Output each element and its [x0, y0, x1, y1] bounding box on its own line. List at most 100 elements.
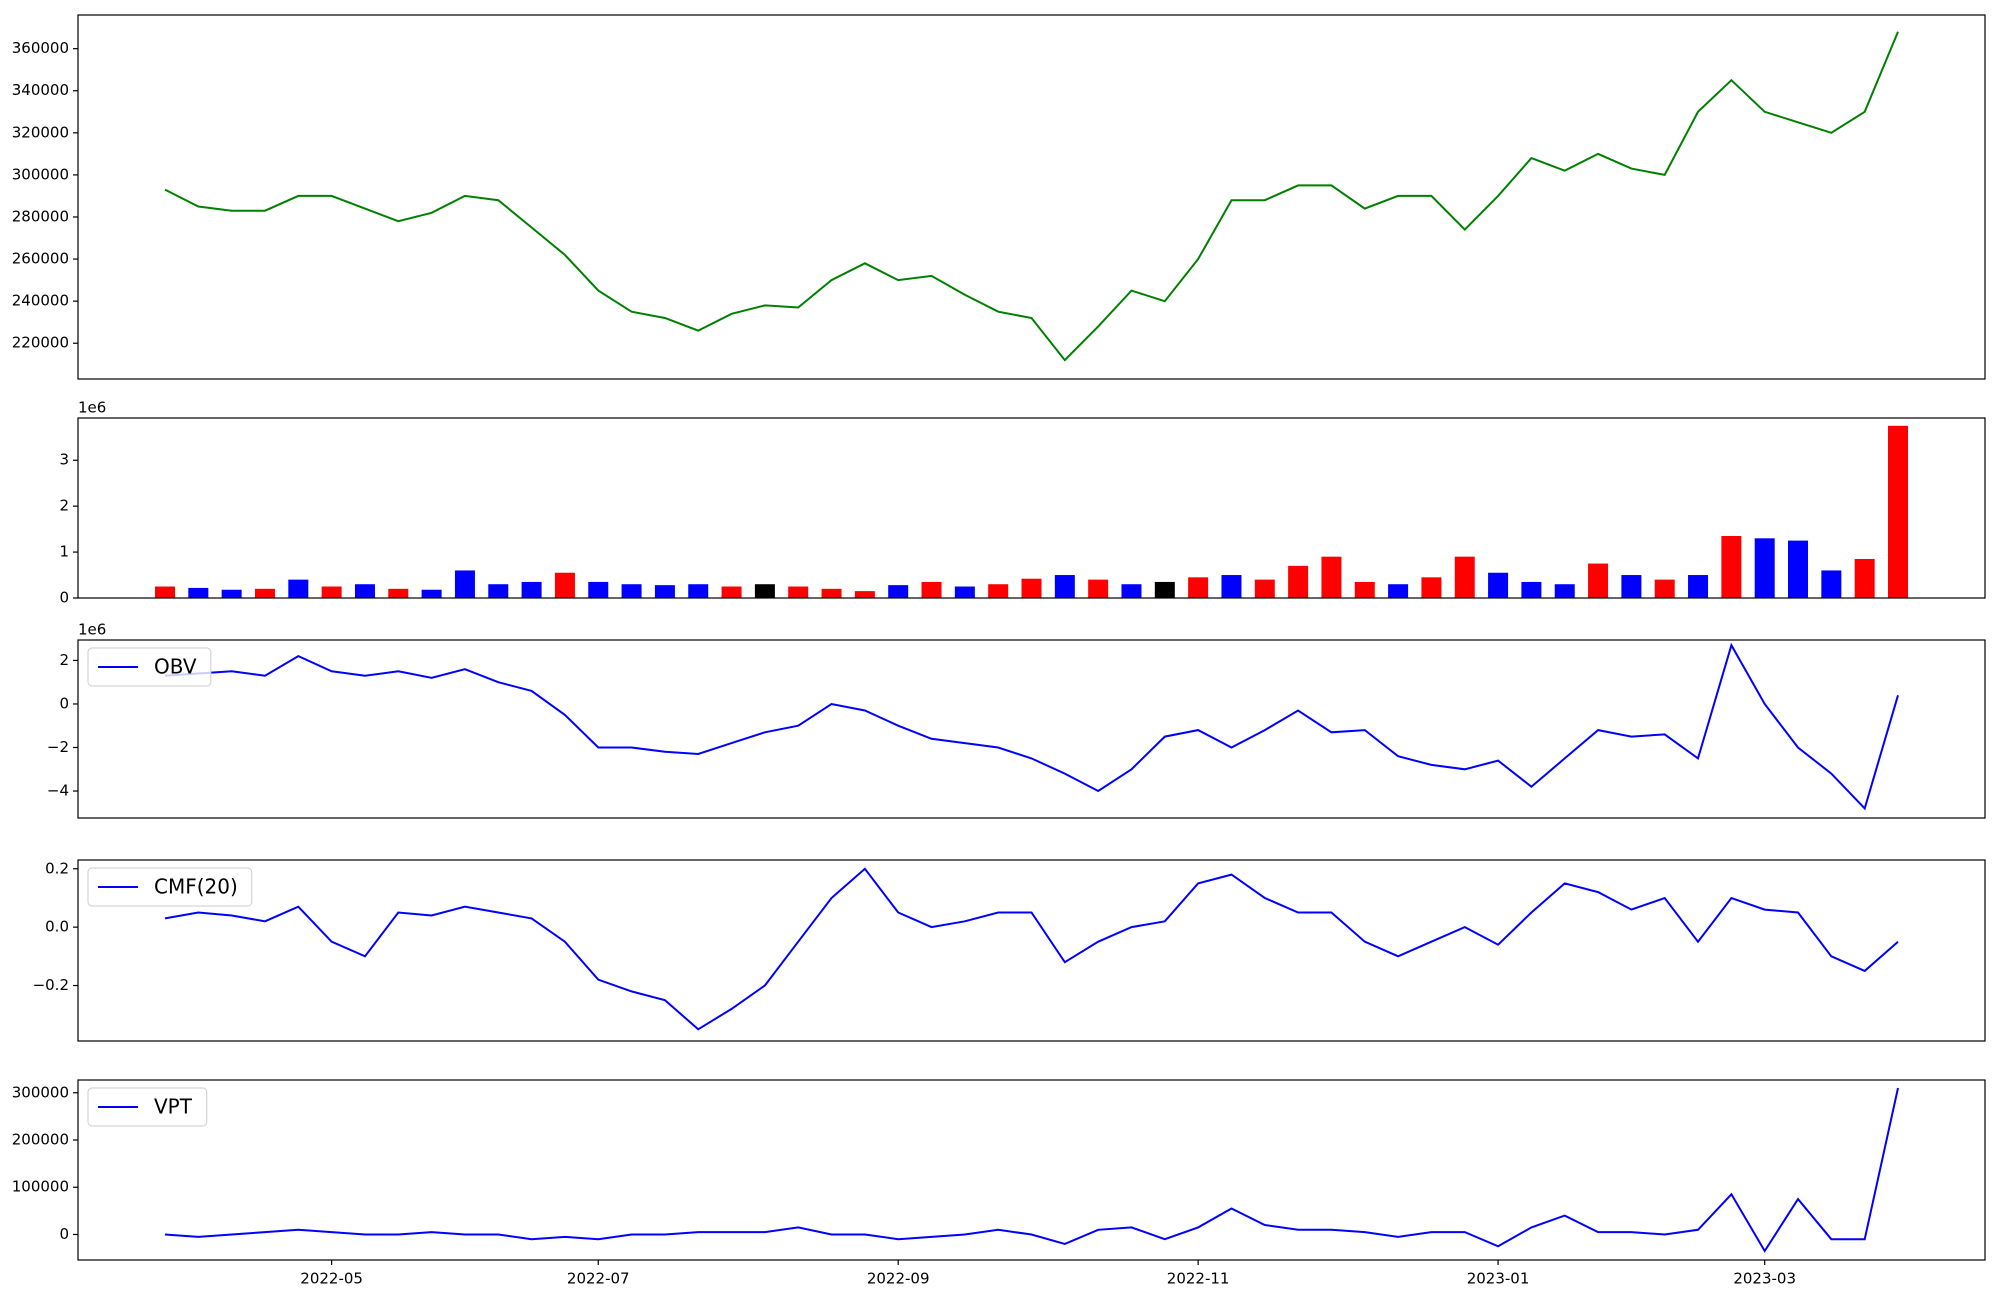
y-tick-label: 260000: [12, 250, 69, 268]
bar: [254, 588, 275, 598]
y-tick-label: 0: [59, 694, 69, 712]
axes-frame: [77, 417, 1986, 599]
bar: [1321, 556, 1342, 598]
x-tick-label: 2023-03: [1733, 1270, 1796, 1288]
y-tick-label: 240000: [12, 292, 69, 310]
bar: [1088, 579, 1109, 598]
axes-frame: [77, 1079, 1986, 1261]
bar: [1221, 575, 1242, 598]
bar: [1621, 575, 1642, 598]
bar: [1688, 575, 1709, 598]
bar: [388, 588, 409, 598]
y-tick-label: 300000: [12, 165, 69, 183]
bar: [421, 589, 442, 598]
x-tick-label: 2023-01: [1467, 1270, 1530, 1288]
bar: [1821, 570, 1842, 598]
bar: [1188, 577, 1209, 598]
y-tick-label: 320000: [12, 123, 69, 141]
y-tick-label: 0.2: [45, 859, 69, 877]
bar: [1354, 581, 1375, 598]
bar: [221, 589, 242, 598]
bar: [1288, 565, 1309, 598]
line: [164, 1087, 1899, 1253]
y-tick-label: −2: [47, 738, 69, 756]
bar: [1488, 572, 1509, 598]
bar: [588, 581, 609, 598]
bar: [1154, 581, 1175, 598]
y-tick-label: 2: [59, 651, 69, 669]
bar: [521, 581, 542, 598]
bar: [654, 585, 675, 598]
bar: [1421, 577, 1442, 598]
y-tick-label: 100000: [12, 1178, 69, 1196]
y-tick-label: 3: [59, 451, 69, 469]
bar: [1121, 584, 1142, 598]
x-tick-label: 2022-07: [567, 1270, 630, 1288]
bar: [788, 586, 809, 598]
bar: [1254, 579, 1275, 598]
bar: [1388, 584, 1409, 598]
bar: [1521, 581, 1542, 598]
bar: [688, 584, 709, 598]
bar: [1588, 563, 1609, 598]
legend-label: VPT: [154, 1095, 193, 1119]
y-tick-label: 0: [59, 589, 69, 607]
bar: [1654, 579, 1675, 598]
y-tick-label: 360000: [12, 39, 69, 57]
legend-box: [87, 867, 253, 907]
bar: [921, 581, 942, 598]
bar: [155, 586, 175, 598]
y-tick-label: −0.2: [33, 976, 69, 994]
bar: [321, 586, 342, 598]
bar: [1554, 584, 1575, 598]
bar: [1888, 425, 1908, 598]
bar: [188, 587, 209, 598]
y-tick-label: 300000: [12, 1083, 69, 1101]
bar: [854, 591, 875, 598]
bar: [354, 584, 375, 598]
y-tick-label: 0: [59, 1225, 69, 1243]
bar: [888, 585, 909, 598]
y-tick-label: 2: [59, 497, 69, 515]
bar: [488, 584, 509, 598]
legend-label: OBV: [154, 655, 197, 679]
bar: [1754, 538, 1775, 598]
y-tick-label: −4: [47, 782, 69, 800]
y-tick-label: 340000: [12, 81, 69, 99]
axis-offset-label: 1e6: [78, 399, 106, 417]
y-tick-label: 0.0: [45, 918, 69, 936]
line: [164, 31, 1899, 362]
axis-offset-label: 1e6: [78, 621, 106, 639]
legend-label: CMF(20): [154, 875, 238, 899]
axes-frame: [77, 14, 1986, 380]
line: [164, 642, 1899, 811]
y-tick-label: 1: [59, 543, 69, 561]
bar: [1054, 575, 1075, 598]
x-tick-label: 2022-11: [1167, 1270, 1230, 1288]
y-tick-label: 220000: [12, 334, 69, 352]
legend-box: [87, 1087, 208, 1127]
bar: [721, 586, 742, 598]
y-tick-label: 200000: [12, 1131, 69, 1149]
x-tick-label: 2022-05: [300, 1270, 363, 1288]
bar: [621, 584, 642, 598]
bar: [1454, 556, 1475, 598]
bar: [1021, 578, 1042, 598]
bar: [1721, 536, 1742, 598]
bar: [754, 584, 775, 598]
bar: [1788, 540, 1809, 598]
bar: [988, 584, 1009, 598]
x-tick-label: 2022-09: [867, 1270, 930, 1288]
bar: [821, 588, 842, 598]
bar: [288, 579, 309, 598]
axes-frame: [77, 859, 1986, 1042]
bar: [954, 586, 975, 598]
bar: [454, 570, 475, 598]
bar: [1854, 558, 1875, 598]
axes-frame: [77, 639, 1986, 819]
line: [164, 867, 1899, 1031]
y-tick-label: 280000: [12, 207, 69, 225]
legend-box: [87, 647, 212, 687]
bar: [554, 572, 575, 598]
